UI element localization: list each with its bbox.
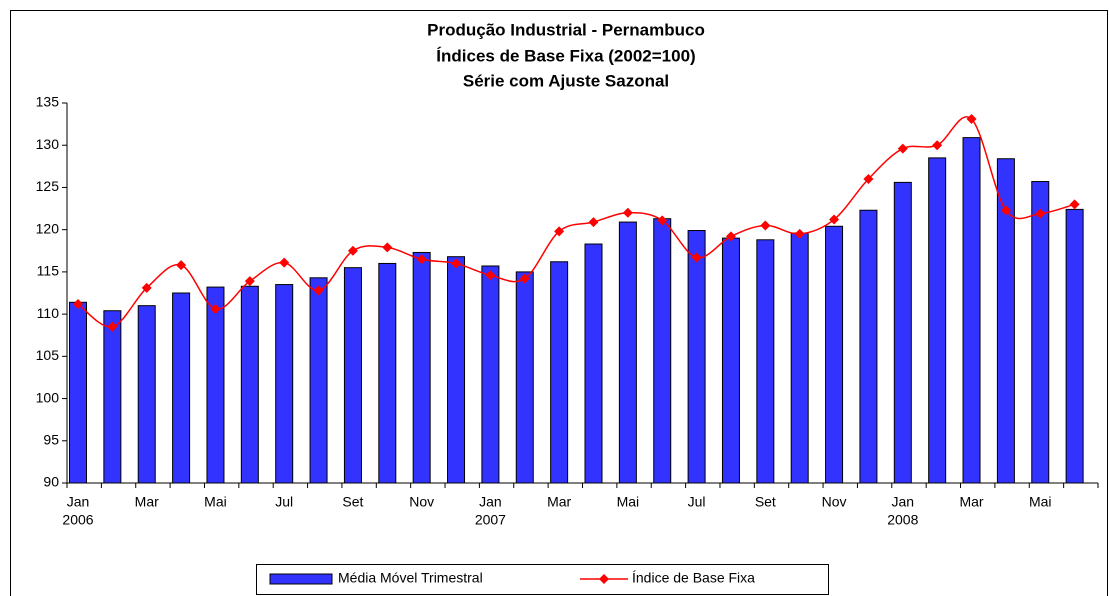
y-tick-label: 125 [36, 178, 60, 194]
legend-swatch [599, 574, 609, 584]
marker [760, 220, 771, 231]
marker [829, 214, 840, 225]
marker [1000, 205, 1011, 216]
x-tick-label: Mai [204, 494, 227, 510]
marker [897, 143, 908, 154]
marker [244, 276, 255, 287]
x-tick-label: Nov [822, 494, 847, 510]
bar [1031, 181, 1050, 484]
x-tick-label: Jul [688, 494, 706, 510]
bar [584, 243, 603, 484]
bar [687, 230, 706, 484]
x-year-label: 2006 [62, 512, 93, 528]
marker [107, 321, 118, 332]
marker [451, 258, 462, 269]
marker [622, 207, 633, 218]
x-year-label: 2008 [887, 512, 918, 528]
marker [382, 242, 393, 253]
marker [141, 282, 152, 293]
bar [412, 251, 431, 484]
y-tick-label: 120 [36, 220, 60, 236]
bar [756, 239, 775, 484]
y-tick-label: 90 [43, 474, 59, 490]
bar [103, 310, 122, 484]
bar [893, 181, 912, 484]
bar [447, 256, 466, 484]
marker [72, 298, 83, 309]
bar [137, 305, 156, 484]
marker [657, 215, 668, 226]
legend-swatch [269, 573, 333, 585]
bar [206, 286, 225, 484]
bar [68, 301, 87, 484]
bar [996, 158, 1015, 484]
bar [618, 221, 637, 484]
legend-label: Índice de Base Fixa [632, 570, 755, 586]
marker [932, 140, 943, 151]
marker [1035, 208, 1046, 219]
legend [256, 564, 829, 595]
x-year-label: 2007 [475, 512, 506, 528]
marker [554, 226, 565, 237]
bar [653, 218, 672, 484]
bar [481, 265, 500, 484]
legend-label: Média Móvel Trimestral [338, 570, 483, 586]
x-tick-label: Mar [959, 494, 983, 510]
marker [176, 260, 187, 271]
x-tick-label: Jul [275, 494, 293, 510]
bar [378, 262, 397, 484]
bar [825, 225, 844, 484]
x-tick-label: Jan [67, 494, 90, 510]
x-tick-label: Mai [1029, 494, 1052, 510]
marker [691, 252, 702, 263]
bar [721, 237, 740, 484]
y-tick-label: 130 [36, 136, 60, 152]
x-tick-label: Jan [479, 494, 502, 510]
x-tick-label: Jan [892, 494, 915, 510]
bar [309, 277, 328, 484]
y-tick-label: 95 [43, 431, 59, 447]
bar [928, 157, 947, 484]
marker [416, 254, 427, 265]
marker [313, 285, 324, 296]
y-tick-label: 100 [36, 389, 60, 405]
x-tick-label: Set [342, 494, 363, 510]
chart-title: Série com Ajuste Sazonal [463, 71, 669, 90]
bar [1065, 208, 1084, 484]
y-tick-label: 135 [36, 94, 60, 110]
x-tick-label: Set [755, 494, 776, 510]
bar [172, 292, 191, 484]
chart-title: Produção Industrial - Pernambuco [427, 20, 705, 39]
marker [485, 270, 496, 281]
marker [725, 231, 736, 242]
x-tick-label: Mar [135, 494, 159, 510]
x-tick-label: Nov [409, 494, 434, 510]
bar [275, 284, 294, 484]
marker [1069, 199, 1080, 210]
bar [550, 261, 569, 484]
bar [962, 137, 981, 484]
x-tick-label: Mar [547, 494, 571, 510]
marker [279, 257, 290, 268]
bar [515, 271, 534, 484]
marker [794, 228, 805, 239]
marker [519, 273, 530, 284]
marker [210, 304, 221, 315]
bar [790, 232, 809, 484]
bar [240, 285, 259, 484]
bar [859, 209, 878, 484]
y-tick-label: 105 [36, 347, 60, 363]
marker [863, 174, 874, 184]
y-tick-label: 115 [37, 263, 60, 279]
x-tick-label: Mai [617, 494, 640, 510]
marker [966, 114, 977, 125]
bar [343, 267, 362, 484]
marker [588, 217, 599, 228]
y-tick-label: 110 [37, 305, 60, 321]
marker [347, 245, 358, 256]
chart-title: Índices de Base Fixa (2002=100) [436, 46, 695, 65]
